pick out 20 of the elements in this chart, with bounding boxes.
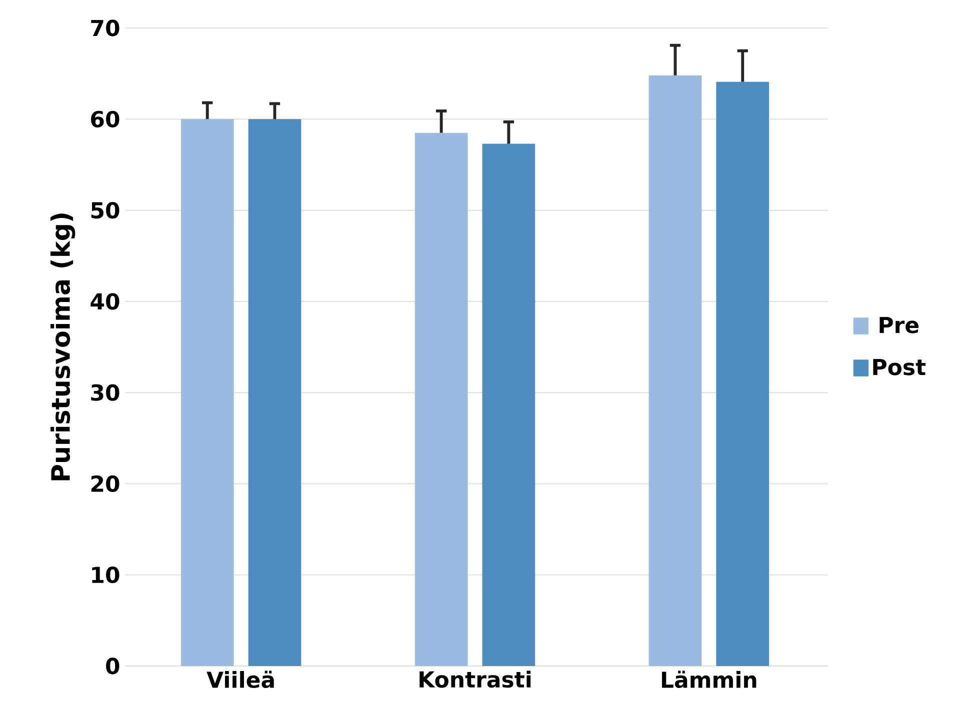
x-tick-label: Lämmin [662, 670, 756, 688]
legend-label: Post [873, 359, 926, 376]
y-tick-label: 70 [91, 20, 120, 36]
bar [648, 75, 702, 666]
y-tick-label: 40 [90, 293, 120, 310]
x-tick-label: Viileä [206, 670, 274, 688]
y-tick-label: 30 [91, 384, 120, 401]
legend-label: Pre [880, 316, 919, 334]
bar [482, 144, 536, 666]
bar [716, 82, 770, 666]
x-tick-label: Kontrasti [420, 670, 531, 688]
y-tick-label: 0 [106, 658, 120, 674]
bar [248, 119, 302, 666]
bar [180, 119, 234, 666]
y-axis-title: Puristusvoima (kg) [50, 214, 76, 480]
y-tick-label: 60 [91, 110, 120, 128]
y-tick-label: 10 [92, 566, 120, 584]
bar [414, 132, 468, 666]
y-tick-label: 20 [91, 475, 120, 492]
y-tick-label: 50 [91, 202, 120, 219]
